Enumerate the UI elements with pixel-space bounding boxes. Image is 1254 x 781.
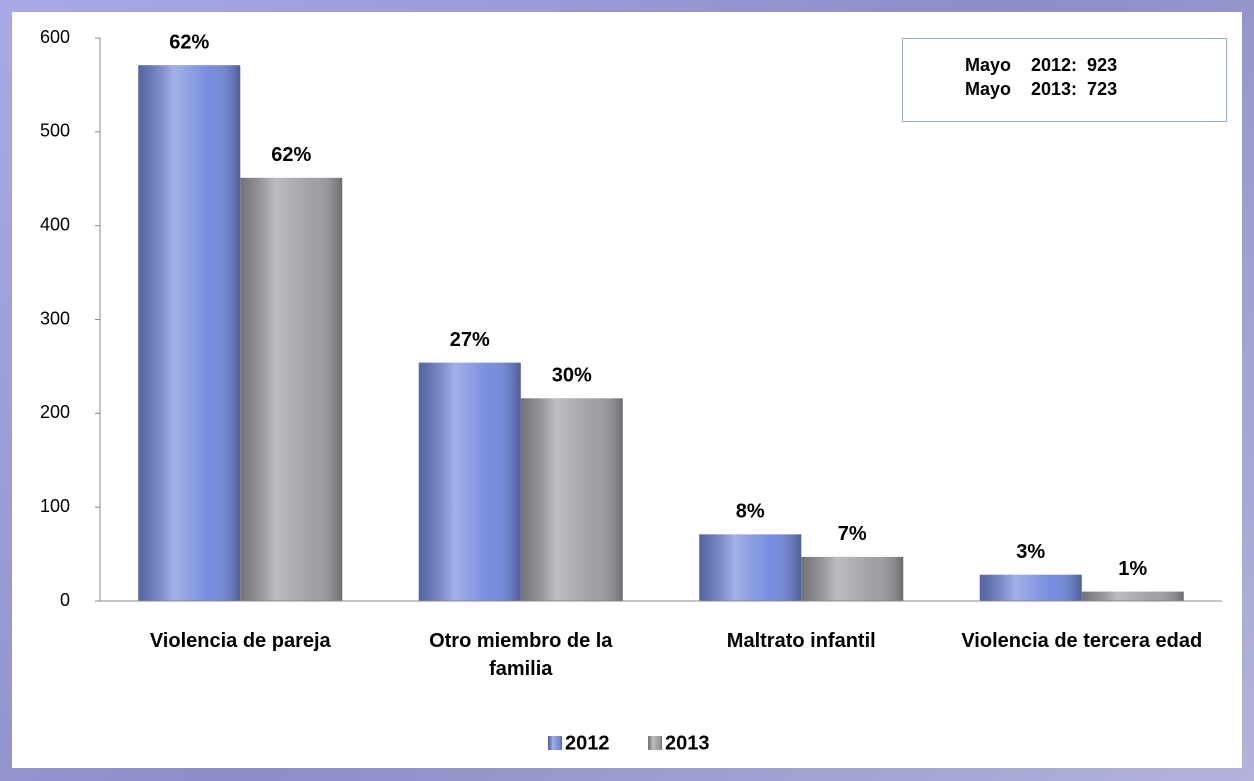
x-tick-label: Violencia de pareja bbox=[149, 630, 331, 652]
y-tick-label: 100 bbox=[40, 496, 70, 516]
data-label: 1% bbox=[1118, 558, 1147, 580]
y-tick-label: 200 bbox=[40, 402, 70, 422]
legend-label: 2012 bbox=[565, 732, 610, 754]
data-label: 3% bbox=[1016, 541, 1045, 563]
legend-swatch-shine bbox=[548, 736, 562, 750]
legend-swatch-shine bbox=[648, 736, 662, 750]
data-label: 7% bbox=[838, 523, 867, 545]
annotation: Mayo 2012: 923 bbox=[965, 55, 1118, 75]
y-tick-label: 0 bbox=[60, 590, 70, 610]
bar-shine bbox=[699, 534, 802, 601]
data-label: 8% bbox=[736, 501, 765, 523]
bar-shine bbox=[520, 398, 623, 601]
data-label: 30% bbox=[552, 365, 592, 387]
y-tick-label: 600 bbox=[40, 27, 70, 47]
y-tick-label: 500 bbox=[40, 121, 70, 141]
x-tick-label: Violencia de tercera edad bbox=[961, 630, 1203, 652]
x-tick-label: Otro miembro de la familia bbox=[429, 630, 613, 680]
data-label: 62% bbox=[271, 144, 311, 166]
y-tick-label: 300 bbox=[40, 308, 70, 328]
annotation: Mayo 2013: 723 bbox=[965, 79, 1118, 99]
bar-shine bbox=[138, 65, 241, 601]
data-label: 62% bbox=[169, 31, 209, 53]
annotation-box: Mayo 2012: 923 Mayo 2013: 723 bbox=[902, 38, 1227, 122]
data-label: 27% bbox=[450, 329, 490, 351]
legend-label: 2013 bbox=[665, 732, 710, 754]
x-tick-label: Maltrato infantil bbox=[726, 630, 876, 652]
bar-shine bbox=[801, 556, 904, 601]
bar-shine bbox=[1081, 591, 1184, 601]
bar-shine bbox=[418, 362, 521, 601]
y-tick-label: 400 bbox=[40, 214, 70, 234]
bar-shine bbox=[240, 177, 343, 602]
bar-shine bbox=[979, 574, 1082, 601]
